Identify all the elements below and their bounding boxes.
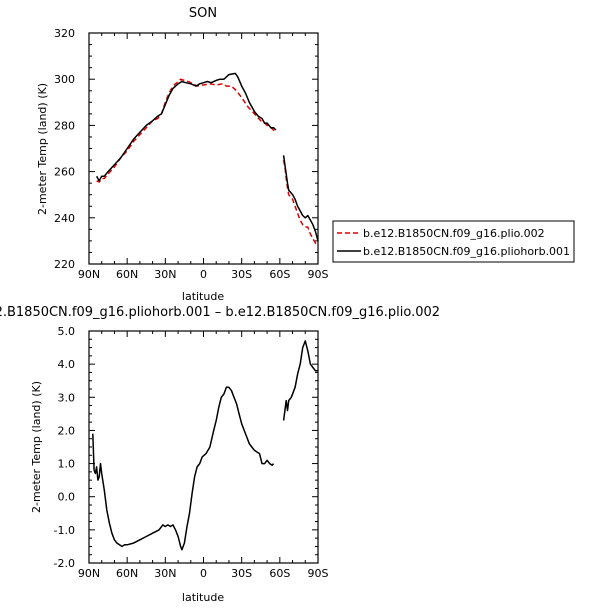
x-tick-label-1-3: 0 xyxy=(200,567,207,580)
chart-bottom-xlabel: latitude xyxy=(182,591,224,604)
series-line-0-1-1 xyxy=(282,155,319,242)
y-tick-label-0-0: 220 xyxy=(54,258,75,271)
legend-label-plio: b.e12.B1850CN.f09_g16.plio.002 xyxy=(363,227,545,240)
series-line-0-0-0 xyxy=(96,78,277,183)
plot-frame-1 xyxy=(88,330,319,564)
x-tick-label-0-4: 30S xyxy=(231,268,252,281)
chart-bottom-title: b.e12.B1850CN.f09_g16.pliohorb.001 – b.e… xyxy=(0,305,440,320)
chart-bottom-ylabel: 2-meter Temp (land) (K) xyxy=(30,381,43,513)
x-tick-label-0-1: 60N xyxy=(116,268,138,281)
y-tick-label-0-4: 300 xyxy=(54,73,75,86)
y-tick-label-1-6: 4.0 xyxy=(58,358,76,371)
chart-top-ylabel: 2-meter Temp (land) (K) xyxy=(36,83,49,215)
x-tick-label-1-1: 60N xyxy=(116,567,138,580)
y-tick-label-1-4: 2.0 xyxy=(58,424,76,437)
x-tick-label-0-2: 30N xyxy=(154,268,176,281)
x-tick-label-0-3: 0 xyxy=(200,268,207,281)
chart-top: SON latitude 2-meter Temp (land) (K) b.e… xyxy=(36,6,575,303)
y-tick-label-1-7: 5.0 xyxy=(58,325,76,338)
chart-top-xlabel: latitude xyxy=(182,290,224,303)
y-tick-label-1-2: 0.0 xyxy=(58,491,76,504)
y-tick-label-0-1: 240 xyxy=(54,212,75,225)
series-line-0-0-1 xyxy=(282,159,319,247)
series-line-1-0-0 xyxy=(92,386,275,551)
x-tick-label-1-2: 30N xyxy=(154,567,176,580)
y-tick-label-1-1: -1.0 xyxy=(54,524,75,537)
x-tick-label-0-6: 90S xyxy=(308,268,329,281)
y-tick-label-0-3: 280 xyxy=(54,119,75,132)
chart-bottom: b.e12.B1850CN.f09_g16.pliohorb.001 – b.e… xyxy=(0,305,440,604)
y-tick-label-1-3: 1.0 xyxy=(58,458,76,471)
y-tick-label-1-0: -2.0 xyxy=(54,557,75,570)
series-line-1-0-1 xyxy=(282,340,318,421)
y-tick-label-1-5: 3.0 xyxy=(58,391,76,404)
x-tick-label-1-0: 90N xyxy=(78,567,100,580)
x-tick-label-1-5: 60S xyxy=(269,567,290,580)
series-line-0-1-0 xyxy=(95,72,277,182)
plot-frame-0 xyxy=(88,32,319,265)
chart-top-title: SON xyxy=(189,6,217,21)
x-tick-label-1-4: 30S xyxy=(231,567,252,580)
legend-box xyxy=(332,220,575,263)
y-tick-label-0-2: 260 xyxy=(54,166,75,179)
legend-label-pliohorb: b.e12.B1850CN.f09_g16.pliohorb.001 xyxy=(363,245,570,258)
x-tick-label-0-0: 90N xyxy=(78,268,100,281)
x-tick-label-1-6: 90S xyxy=(308,567,329,580)
chart-top-legend: b.e12.B1850CN.f09_g16.plio.002 b.e12.B18… xyxy=(332,220,575,263)
x-tick-label-0-5: 60S xyxy=(269,268,290,281)
y-tick-label-0-5: 320 xyxy=(54,27,75,40)
